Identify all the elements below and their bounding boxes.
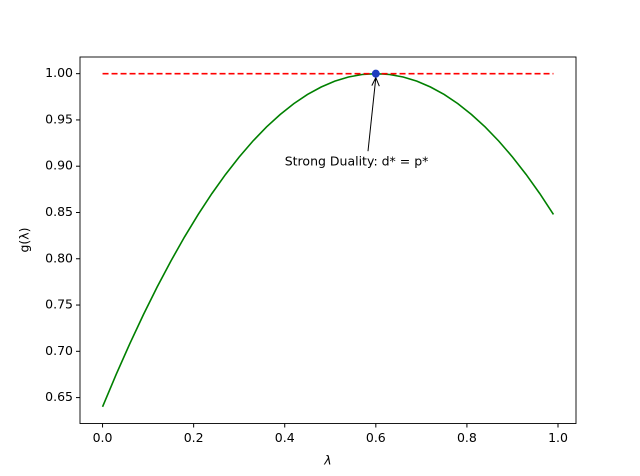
annotation-text: Strong Duality: d* = p*: [285, 154, 429, 169]
y-tick-label: 0.80: [45, 250, 73, 265]
x-tick-label: 0.4: [275, 430, 295, 445]
y-tick-label: 0.70: [45, 343, 73, 358]
y-tick-label: 0.90: [45, 158, 73, 173]
x-tick-label: 0.0: [93, 430, 113, 445]
x-tick-label: 0.6: [366, 430, 386, 445]
y-tick-label: 0.85: [45, 204, 73, 219]
y-tick-label: 0.65: [45, 389, 73, 404]
line: [101, 72, 555, 408]
x-tick-label: 1.0: [548, 430, 568, 445]
point: [371, 69, 380, 78]
y-tick-label: 1.00: [45, 65, 73, 80]
x-axis-label: λ: [323, 453, 331, 468]
plot-frame: [79, 56, 577, 424]
y-axis-label: g(λ): [17, 227, 32, 252]
x-tick-label: 0.8: [457, 430, 477, 445]
arrow-head: [371, 77, 380, 87]
y-tick-label: 0.75: [45, 297, 73, 312]
y-tick-label: 0.95: [45, 111, 73, 126]
annotation-arrow: [367, 77, 377, 152]
x-tick-label: 0.2: [184, 430, 204, 445]
